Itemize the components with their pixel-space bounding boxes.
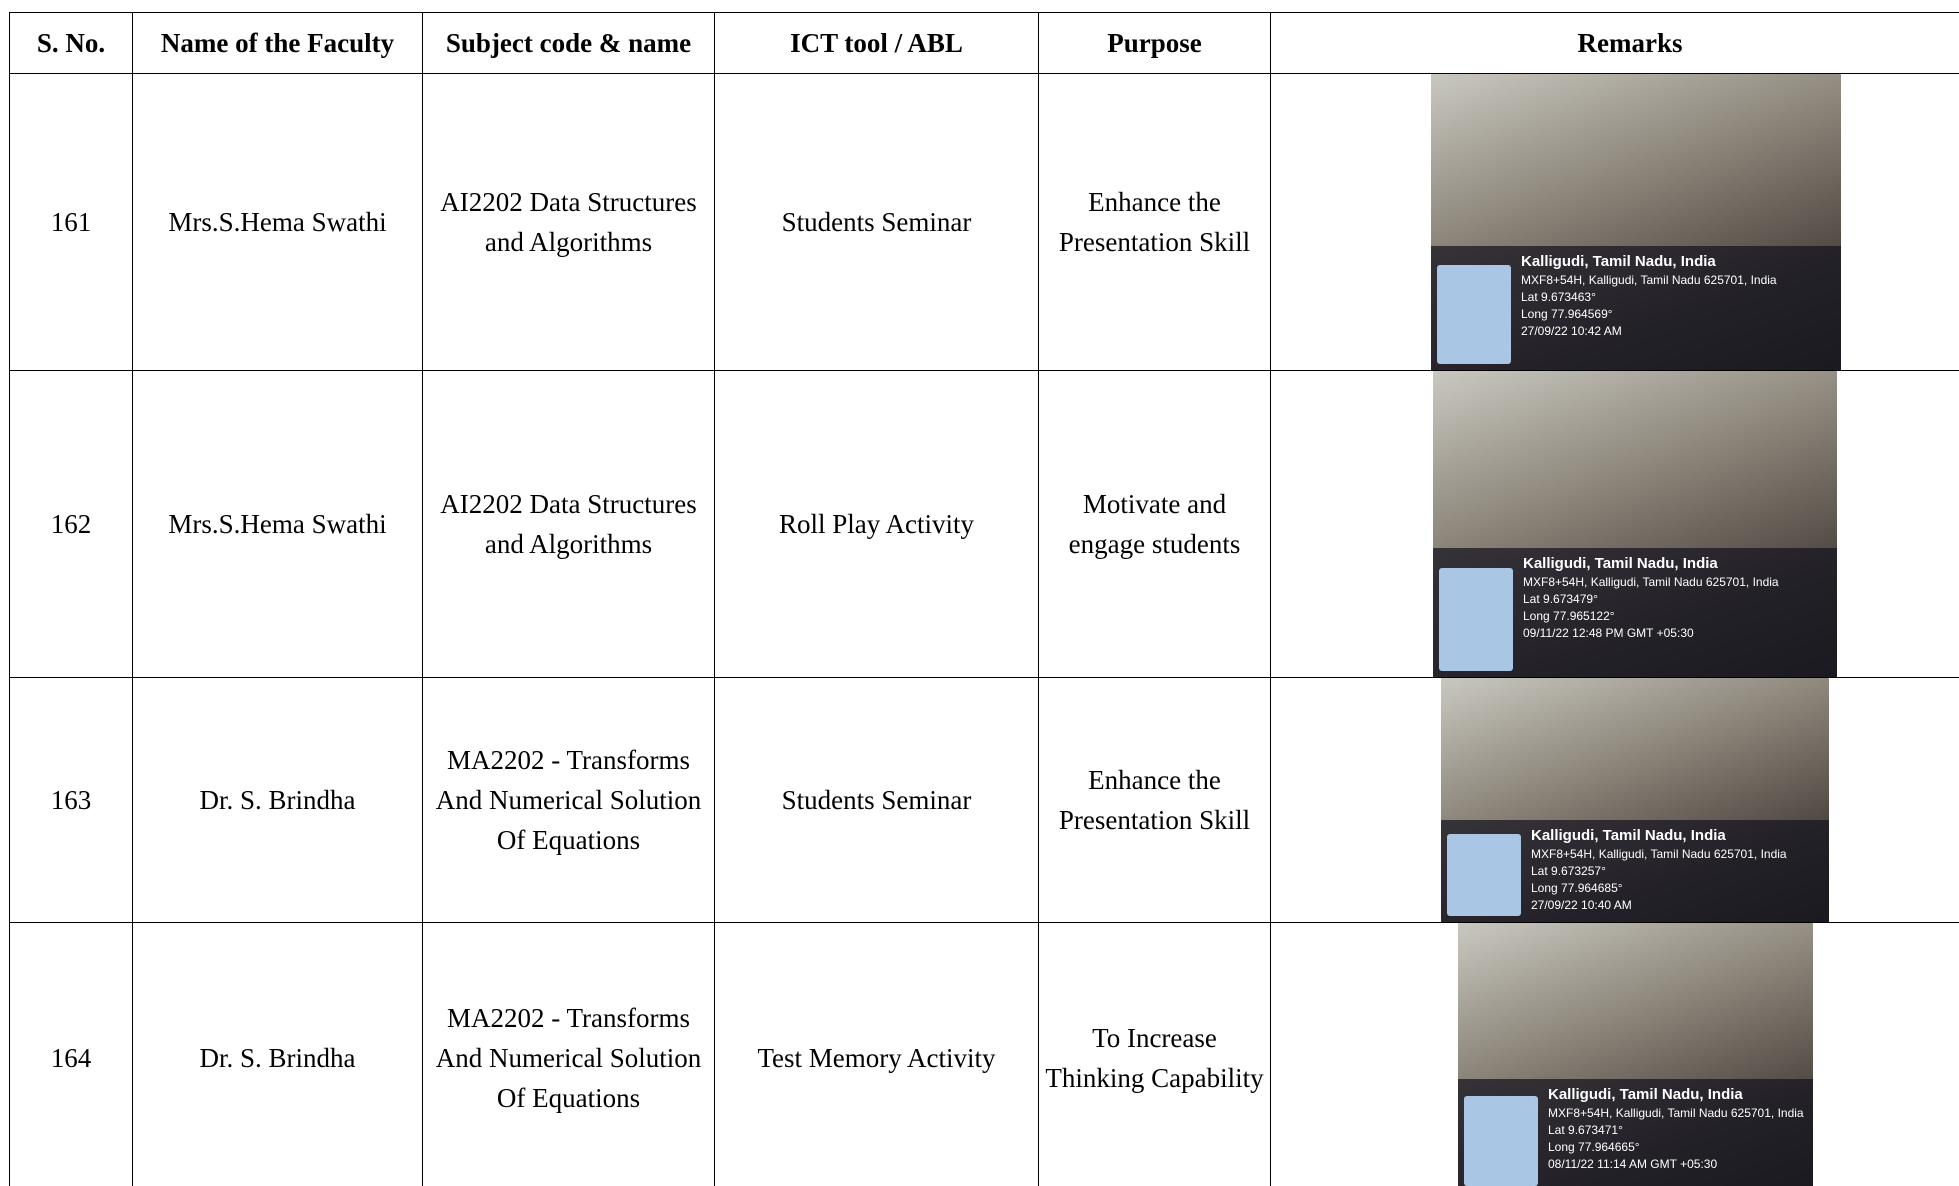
remarks-cell: Kalligudi, Tamil Nadu, India MXF8+54H, Ka… [1270, 370, 1959, 678]
stamp-line: 27/09/22 10:42 AM [1521, 323, 1622, 338]
column-header: Purpose [1038, 12, 1271, 74]
stamp-line: Kalligudi, Tamil Nadu, India [1523, 555, 1718, 573]
stamp-line: MXF8+54H, Kalligudi, Tamil Nadu 625701, … [1523, 575, 1779, 590]
map-thumb [1447, 834, 1521, 916]
faculty-cell: Dr. S. Brindha [132, 677, 423, 923]
table-row: 164 Dr. S. Brindha MA2202 - Transforms And… [9, 922, 1959, 1186]
column-header: Subject code & name [422, 12, 715, 74]
stamp-line: Long 77.964665° [1548, 1140, 1640, 1155]
faculty-cell: Dr. S. Brindha [132, 922, 423, 1186]
column-header: S. No. [9, 12, 133, 74]
table-row: 163 Dr. S. Brindha MA2202 - Transforms And… [9, 677, 1959, 923]
stamp-line: 27/09/22 10:40 AM [1531, 897, 1632, 912]
remarks-cell: Kalligudi, Tamil Nadu, India MXF8+54H, Ka… [1270, 677, 1959, 923]
tool-cell: Students Seminar [714, 73, 1039, 371]
gps-stamp: Kalligudi, Tamil Nadu, India MXF8+54H, Ka… [1441, 819, 1829, 922]
remarks-cell: Kalligudi, Tamil Nadu, India MXF8+54H, Ka… [1270, 73, 1959, 371]
gps-stamp: Kalligudi, Tamil Nadu, India MXF8+54H, Ka… [1433, 548, 1837, 677]
stamp-line: Lat 9.673463° [1521, 289, 1596, 304]
stamp-line: Kalligudi, Tamil Nadu, India [1548, 1086, 1743, 1104]
tool-cell: Roll Play Activity [714, 370, 1039, 678]
stamp-line: Long 77.965122° [1523, 609, 1615, 624]
map-thumb [1439, 568, 1513, 671]
sno-cell: 164 [9, 922, 133, 1186]
column-header: Remarks [1270, 12, 1959, 74]
header-row: S. No. Name of the Faculty Subject code & … [9, 12, 1959, 74]
gps-stamp: Kalligudi, Tamil Nadu, India MXF8+54H, Ka… [1431, 245, 1841, 370]
stamp-line: Lat 9.673471° [1548, 1123, 1623, 1138]
subject-cell: AI2202 Data Structures and Algorithms [422, 73, 715, 371]
purpose-cell: Enhance the Presentation Skill [1038, 73, 1271, 371]
stamp-line: Kalligudi, Tamil Nadu, India [1531, 826, 1726, 844]
map-thumb [1437, 264, 1511, 364]
sno-cell: 161 [9, 73, 133, 371]
stamp-line: MXF8+54H, Kalligudi, Tamil Nadu 625701, … [1548, 1106, 1804, 1121]
subject-cell: AI2202 Data Structures and Algorithms [422, 370, 715, 678]
stamp-line: Lat 9.673479° [1523, 592, 1598, 607]
table-row: 162 Mrs.S.Hema Swathi AI2202 Data Structur… [9, 370, 1959, 678]
faculty-cell: Mrs.S.Hema Swathi [132, 370, 423, 678]
stamp-line: Lat 9.673257° [1531, 863, 1606, 878]
stamp-line: MXF8+54H, Kalligudi, Tamil Nadu 625701, … [1521, 272, 1777, 287]
activity-photo: Kalligudi, Tamil Nadu, India MXF8+54H, Ka… [1433, 371, 1837, 677]
sno-cell: 162 [9, 370, 133, 678]
remarks-cell: Kalligudi, Tamil Nadu, India MXF8+54H, Ka… [1270, 922, 1959, 1186]
stamp-line: 08/11/22 11:14 AM GMT +05:30 [1548, 1157, 1718, 1172]
tool-cell: Students Seminar [714, 677, 1039, 923]
stamp-line: MXF8+54H, Kalligudi, Tamil Nadu 625701, … [1531, 846, 1787, 861]
stamp-line: Kalligudi, Tamil Nadu, India [1521, 252, 1716, 270]
column-header: Name of the Faculty [132, 12, 423, 74]
purpose-cell: To Increase Thinking Capability [1038, 922, 1271, 1186]
tool-cell: Test Memory Activity [714, 922, 1039, 1186]
table-body: 161 Mrs.S.Hema Swathi AI2202 Data Structur… [9, 73, 1959, 1186]
activity-photo: Kalligudi, Tamil Nadu, India MXF8+54H, Ka… [1431, 74, 1841, 370]
activity-photo: Kalligudi, Tamil Nadu, India MXF8+54H, Ka… [1441, 678, 1829, 922]
faculty-cell: Mrs.S.Hema Swathi [132, 73, 423, 371]
table-row: 161 Mrs.S.Hema Swathi AI2202 Data Structur… [9, 73, 1959, 371]
subject-cell: MA2202 - Transforms And Numerical Soluti… [422, 677, 715, 923]
gps-stamp: Kalligudi, Tamil Nadu, India MXF8+54H, Ka… [1458, 1079, 1813, 1186]
column-header: ICT tool / ABL [714, 12, 1039, 74]
stamp-line: 09/11/22 12:48 PM GMT +05:30 [1523, 626, 1694, 641]
purpose-cell: Motivate and engage students [1038, 370, 1271, 678]
stamp-line: Long 77.964569° [1521, 306, 1613, 321]
faculty-table: S. No. Name of the Faculty Subject code & … [9, 12, 1959, 1186]
map-thumb [1464, 1095, 1538, 1186]
purpose-cell: Enhance the Presentation Skill [1038, 677, 1271, 923]
subject-cell: MA2202 - Transforms And Numerical Soluti… [422, 922, 715, 1186]
stamp-line: Long 77.964685° [1531, 880, 1623, 895]
activity-photo: Kalligudi, Tamil Nadu, India MXF8+54H, Ka… [1458, 923, 1813, 1186]
sno-cell: 163 [9, 677, 133, 923]
